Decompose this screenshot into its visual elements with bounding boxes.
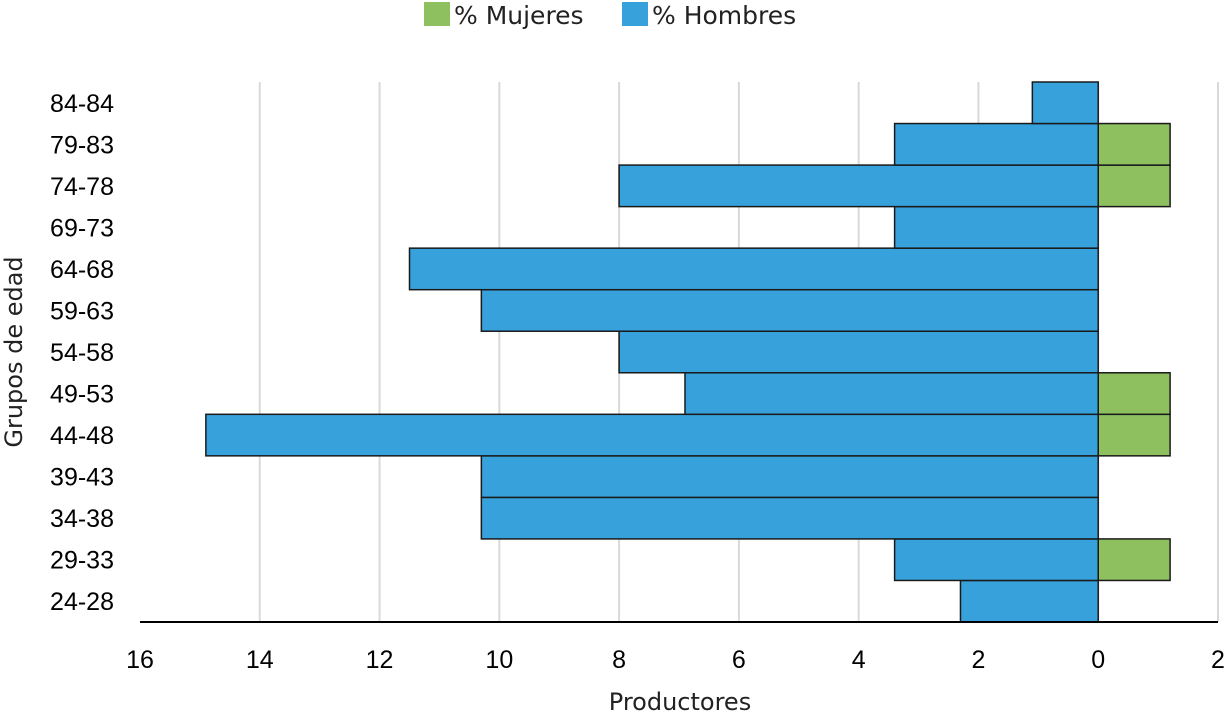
y-tick-label-39-43: 39-43 xyxy=(50,464,114,492)
y-axis-ticks: 24-28 29-33 34-38 39-43 44-48 49-53 54-58 59-63… xyxy=(50,90,114,616)
y-tick-label-84-84: 84-84 xyxy=(50,90,114,118)
y-tick-label-64-68: 64-68 xyxy=(50,256,114,284)
bar-hombres-39-43 xyxy=(480,455,1099,499)
bar-hombres-44-48 xyxy=(205,413,1099,457)
x-tick-label-2: 12 xyxy=(366,646,394,674)
bar-mujeres-44-48 xyxy=(1097,413,1171,457)
bar-mujeres-29-33 xyxy=(1097,538,1171,582)
x-tick-label-9: 2 xyxy=(1211,646,1225,674)
x-tick-label-8: 0 xyxy=(1091,646,1105,674)
bar-mujeres-49-53 xyxy=(1097,372,1171,416)
legend-label-mujeres: % Mujeres xyxy=(454,1,584,30)
x-tick-label-1: 14 xyxy=(246,646,274,674)
y-tick-label-44-48: 44-48 xyxy=(50,422,114,450)
x-tick-label-5: 6 xyxy=(732,646,746,674)
legend-label-hombres: % Hombres xyxy=(652,1,796,30)
y-axis-title: Grupos de edad xyxy=(0,256,28,447)
bar-hombres-79-83 xyxy=(893,122,1099,166)
x-axis-ticks: 16 14 12 10 8 6 4 2 0 2 xyxy=(126,646,1225,674)
bar-hombres-49-53 xyxy=(684,372,1099,416)
bar-hombres-84-84 xyxy=(1031,81,1099,125)
bars xyxy=(205,81,1171,623)
bar-hombres-59-63 xyxy=(480,288,1099,332)
bar-hombres-74-78 xyxy=(618,164,1099,208)
bar-mujeres-79-83 xyxy=(1097,122,1171,166)
x-tick-label-3: 10 xyxy=(485,646,513,674)
y-tick-label-69-73: 69-73 xyxy=(50,214,114,242)
bar-hombres-34-38 xyxy=(480,496,1099,540)
y-tick-label-74-78: 74-78 xyxy=(50,173,114,201)
bar-hombres-64-68 xyxy=(408,247,1099,291)
legend-swatch-mujeres xyxy=(424,2,450,26)
x-tick-label-0: 16 xyxy=(126,646,154,674)
legend: % Mujeres % Hombres xyxy=(424,1,796,30)
y-tick-label-24-28: 24-28 xyxy=(50,588,114,616)
bar-hombres-24-28 xyxy=(959,579,1099,623)
x-tick-label-7: 2 xyxy=(971,646,985,674)
y-tick-label-59-63: 59-63 xyxy=(50,297,114,325)
y-tick-label-49-53: 49-53 xyxy=(50,381,114,409)
y-tick-label-54-58: 54-58 xyxy=(50,339,114,367)
legend-swatch-hombres xyxy=(622,2,648,26)
x-axis-title: Productores xyxy=(609,688,751,715)
bar-mujeres-74-78 xyxy=(1097,164,1171,208)
bar-hombres-69-73 xyxy=(893,205,1099,249)
x-tick-label-4: 8 xyxy=(612,646,626,674)
bar-hombres-29-33 xyxy=(893,538,1099,582)
y-tick-label-34-38: 34-38 xyxy=(50,505,114,533)
x-tick-label-6: 4 xyxy=(852,646,866,674)
y-tick-label-29-33: 29-33 xyxy=(50,547,114,575)
bar-hombres-54-58 xyxy=(618,330,1099,374)
y-tick-label-79-83: 79-83 xyxy=(50,131,114,159)
